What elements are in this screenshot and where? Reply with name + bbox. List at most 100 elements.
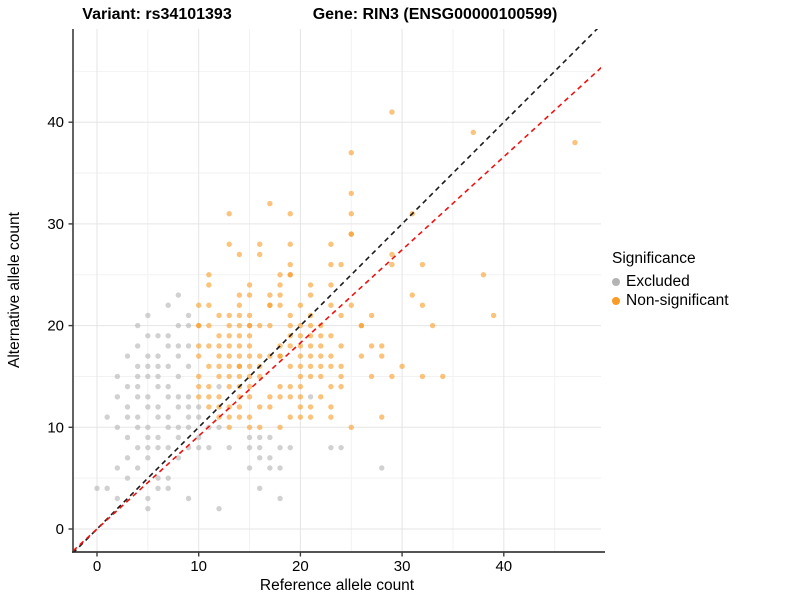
data-point bbox=[145, 505, 151, 512]
identity-line bbox=[73, 29, 599, 552]
data-point bbox=[175, 322, 182, 329]
data-point bbox=[379, 465, 385, 471]
data-point bbox=[236, 302, 243, 308]
data-point bbox=[257, 251, 263, 258]
data-point bbox=[134, 363, 141, 369]
data-point bbox=[236, 343, 243, 349]
data-point bbox=[399, 363, 405, 369]
data-point bbox=[348, 424, 354, 430]
data-point bbox=[185, 394, 192, 400]
data-point bbox=[257, 241, 263, 247]
data-point bbox=[246, 363, 253, 369]
x-tick-label: 30 bbox=[394, 558, 411, 575]
reference-lines bbox=[73, 29, 601, 552]
data-point bbox=[134, 414, 141, 420]
data-point bbox=[246, 343, 253, 349]
data-point bbox=[338, 444, 344, 451]
data-point bbox=[216, 394, 222, 400]
data-point bbox=[104, 485, 110, 492]
data-point bbox=[287, 444, 293, 451]
data-point bbox=[267, 434, 273, 441]
data-point bbox=[216, 424, 222, 430]
data-point bbox=[226, 424, 232, 430]
data-point bbox=[277, 495, 283, 502]
data-point bbox=[216, 505, 222, 512]
data-point bbox=[358, 322, 365, 329]
data-point bbox=[155, 434, 161, 441]
data-point bbox=[226, 211, 232, 217]
data-point bbox=[175, 394, 182, 400]
data-point bbox=[368, 312, 375, 319]
data-point bbox=[124, 353, 131, 359]
data-point bbox=[134, 322, 141, 329]
data-point bbox=[267, 292, 273, 298]
data-point bbox=[196, 302, 202, 308]
data-point bbox=[206, 383, 212, 390]
data-point bbox=[297, 373, 304, 380]
data-point bbox=[206, 404, 212, 410]
data-point bbox=[246, 292, 253, 298]
data-point bbox=[124, 414, 131, 420]
gridlines bbox=[73, 29, 601, 552]
data-point bbox=[267, 322, 273, 329]
data-point bbox=[155, 363, 161, 369]
data-point bbox=[216, 312, 222, 319]
data-point bbox=[165, 302, 171, 308]
data-point bbox=[328, 414, 334, 420]
data-point bbox=[419, 261, 426, 268]
data-point bbox=[307, 322, 314, 329]
data-point bbox=[226, 373, 232, 380]
data-point bbox=[216, 363, 222, 369]
data-point bbox=[267, 394, 273, 400]
data-point bbox=[246, 353, 253, 359]
data-point bbox=[307, 292, 314, 298]
data-point bbox=[196, 343, 202, 349]
data-point bbox=[389, 109, 395, 115]
data-point bbox=[328, 333, 334, 339]
data-point bbox=[328, 404, 334, 410]
data-point bbox=[124, 383, 131, 390]
data-point bbox=[277, 383, 283, 390]
data-point bbox=[206, 282, 212, 288]
data-point bbox=[318, 394, 324, 400]
data-point bbox=[297, 404, 304, 410]
data-point bbox=[134, 394, 141, 400]
data-point bbox=[257, 444, 263, 451]
data-point bbox=[348, 302, 354, 308]
data-point bbox=[114, 495, 121, 502]
data-point bbox=[277, 292, 283, 298]
data-point bbox=[226, 312, 232, 319]
y-tick-label: 10 bbox=[47, 419, 64, 436]
x-tick-label: 40 bbox=[495, 558, 512, 575]
data-point bbox=[297, 353, 304, 359]
data-point bbox=[307, 343, 314, 349]
data-point bbox=[145, 312, 151, 319]
data-point bbox=[145, 444, 151, 451]
data-point bbox=[216, 353, 222, 359]
data-point bbox=[246, 444, 253, 451]
data-point bbox=[226, 322, 232, 329]
data-point bbox=[328, 353, 334, 359]
data-point bbox=[236, 353, 243, 359]
data-point bbox=[338, 312, 344, 319]
data-point bbox=[389, 251, 395, 258]
data-point bbox=[257, 434, 263, 441]
data-point bbox=[328, 241, 334, 247]
data-point bbox=[124, 434, 131, 441]
data-point bbox=[206, 302, 212, 308]
data-point bbox=[328, 282, 334, 288]
data-point bbox=[155, 333, 161, 339]
data-point bbox=[155, 485, 161, 492]
legend: Significance Excluded Non-significant bbox=[612, 250, 729, 311]
data-point bbox=[236, 322, 243, 329]
data-point bbox=[318, 343, 324, 349]
data-point bbox=[246, 424, 253, 430]
data-point bbox=[134, 444, 141, 451]
data-point bbox=[94, 485, 100, 492]
data-point bbox=[287, 363, 293, 369]
data-point bbox=[328, 261, 334, 268]
data-point bbox=[297, 394, 304, 400]
data-point bbox=[287, 414, 293, 420]
data-point bbox=[490, 312, 497, 319]
